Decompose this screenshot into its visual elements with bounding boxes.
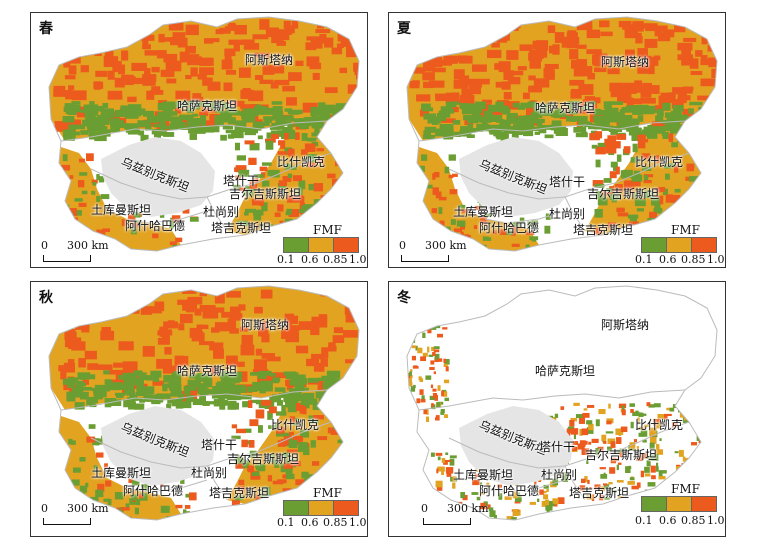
label-dushanbe: 杜尚别 bbox=[541, 468, 578, 482]
legend-swatch-high bbox=[691, 496, 717, 512]
label-tashkent: 塔什干 bbox=[539, 440, 576, 454]
label-tashkent: 塔什干 bbox=[223, 174, 260, 188]
legend-tick: 0.1 bbox=[277, 253, 295, 266]
scale-bar: 0 300 km bbox=[399, 239, 479, 263]
label-tajikistan: 塔吉克斯坦 bbox=[209, 486, 270, 500]
label-kyrgyzstan: 吉尔吉斯斯坦 bbox=[227, 452, 300, 466]
legend-tick: 1.0 bbox=[349, 516, 367, 529]
label-turkmenistan: 土库曼斯坦 bbox=[453, 468, 514, 482]
label-ashgabat: 阿什哈巴德 bbox=[479, 221, 540, 235]
label-turkmenistan: 土库曼斯坦 bbox=[91, 466, 152, 480]
label-dushanbe: 杜尚别 bbox=[549, 207, 586, 221]
label-tajikistan: 塔吉克斯坦 bbox=[573, 223, 634, 237]
label-astana: 阿斯塔纳 bbox=[241, 318, 290, 332]
label-tashkent: 塔什干 bbox=[549, 175, 586, 189]
legend-tick: 0.1 bbox=[635, 514, 653, 527]
label-kazakhstan: 哈萨克斯坦 bbox=[177, 364, 238, 378]
legend-tick: 0.6 bbox=[659, 253, 677, 266]
legend-tick: 1.0 bbox=[349, 253, 367, 266]
scale-bar: 0 300 km bbox=[421, 502, 501, 526]
legend-title: FMF bbox=[313, 486, 342, 500]
label-ashgabat: 阿什哈巴德 bbox=[125, 219, 186, 233]
label-kyrgyzstan: 吉尔吉斯斯坦 bbox=[229, 187, 302, 201]
legend-swatch-high bbox=[333, 500, 359, 516]
legend-title: FMF bbox=[671, 482, 700, 496]
scale-distance: 300 km bbox=[447, 502, 489, 515]
legend-tick: 0.1 bbox=[635, 253, 653, 266]
legend-swatch-mid bbox=[666, 237, 692, 253]
label-kyrgyzstan: 吉尔吉斯斯坦 bbox=[587, 187, 660, 201]
scale-zero: 0 bbox=[41, 502, 48, 515]
season-label: 夏 bbox=[397, 21, 411, 37]
label-astana: 阿斯塔纳 bbox=[601, 318, 650, 332]
legend-tick: 1.0 bbox=[707, 514, 725, 527]
scale-bar: 0 300 km bbox=[41, 239, 121, 263]
label-turkmenistan: 土库曼斯坦 bbox=[453, 205, 514, 219]
scale-zero: 0 bbox=[399, 239, 406, 252]
legend-swatch-low bbox=[283, 237, 309, 253]
legend-swatch-mid bbox=[308, 500, 334, 516]
scale-distance: 300 km bbox=[425, 239, 467, 252]
legend-swatch-mid bbox=[666, 496, 692, 512]
scale-zero: 0 bbox=[41, 239, 48, 252]
map-panel-autumn: 秋 阿斯塔纳 哈萨克斯坦 比什凯克 乌兹别克斯坦 塔什干 吉尔吉斯斯坦 土库曼斯… bbox=[30, 281, 368, 537]
legend-swatch-high bbox=[691, 237, 717, 253]
season-label: 春 bbox=[39, 21, 53, 37]
fmf-legend: FMF 0.1 0.6 0.85 1.0 bbox=[277, 486, 367, 530]
legend-tick: 0.85 bbox=[323, 253, 348, 266]
legend-tick: 0.1 bbox=[277, 516, 295, 529]
fmf-legend: FMF 0.1 0.6 0.85 1.0 bbox=[277, 223, 367, 266]
label-bishkek: 比什凯克 bbox=[277, 155, 326, 169]
label-bishkek: 比什凯克 bbox=[635, 155, 684, 169]
region-map bbox=[48, 285, 360, 521]
label-ashgabat: 阿什哈巴德 bbox=[479, 484, 540, 498]
scale-zero: 0 bbox=[421, 502, 428, 515]
map-panel-winter: 冬 阿斯塔纳 哈萨克斯坦 比什凯克 乌兹别克斯坦 塔什干 吉尔吉斯斯坦 土库曼斯… bbox=[388, 281, 726, 537]
legend-swatch-low bbox=[641, 496, 667, 512]
fmf-legend: FMF 0.1 0.6 0.85 1.0 bbox=[635, 482, 725, 530]
region-map bbox=[406, 285, 718, 521]
map-panel-spring: 春 阿斯塔纳 哈萨克斯坦 比什凯克 乌兹别克斯坦 塔什干 吉尔吉斯斯坦 土库曼斯… bbox=[30, 12, 368, 268]
legend-swatch-mid bbox=[308, 237, 334, 253]
label-bishkek: 比什凯克 bbox=[635, 418, 684, 432]
legend-title: FMF bbox=[671, 223, 700, 237]
label-kazakhstan: 哈萨克斯坦 bbox=[535, 101, 596, 115]
season-label: 冬 bbox=[397, 290, 411, 306]
legend-tick: 0.85 bbox=[681, 253, 706, 266]
label-kazakhstan: 哈萨克斯坦 bbox=[177, 99, 238, 113]
label-dushanbe: 杜尚别 bbox=[191, 466, 228, 480]
legend-swatch-low bbox=[641, 237, 667, 253]
legend-tick: 0.6 bbox=[659, 514, 677, 527]
season-label: 秋 bbox=[39, 290, 53, 306]
label-bishkek: 比什凯克 bbox=[271, 418, 320, 432]
label-turkmenistan: 土库曼斯坦 bbox=[91, 203, 152, 217]
label-tashkent: 塔什干 bbox=[201, 438, 238, 452]
scale-bar: 0 300 km bbox=[41, 502, 121, 526]
fmf-legend: FMF 0.1 0.6 0.85 1.0 bbox=[635, 223, 725, 266]
label-astana: 阿斯塔纳 bbox=[601, 55, 650, 69]
legend-tick: 0.85 bbox=[681, 514, 706, 527]
legend-title: FMF bbox=[313, 223, 342, 237]
legend-tick: 0.6 bbox=[301, 253, 319, 266]
legend-swatch-high bbox=[333, 237, 359, 253]
scale-distance: 300 km bbox=[67, 502, 109, 515]
label-tajikistan: 塔吉克斯坦 bbox=[211, 221, 272, 235]
label-dushanbe: 杜尚别 bbox=[203, 205, 240, 219]
legend-tick: 0.85 bbox=[323, 516, 348, 529]
label-astana: 阿斯塔纳 bbox=[245, 53, 294, 67]
label-kazakhstan: 哈萨克斯坦 bbox=[535, 364, 596, 378]
label-ashgabat: 阿什哈巴德 bbox=[123, 484, 184, 498]
legend-tick: 0.6 bbox=[301, 516, 319, 529]
label-kyrgyzstan: 吉尔吉斯斯坦 bbox=[585, 448, 658, 462]
scale-distance: 300 km bbox=[67, 239, 109, 252]
region-map bbox=[48, 16, 360, 252]
label-tajikistan: 塔吉克斯坦 bbox=[569, 486, 630, 500]
legend-swatch-low bbox=[283, 500, 309, 516]
legend-tick: 1.0 bbox=[707, 253, 725, 266]
region-map bbox=[406, 16, 718, 252]
map-panel-summer: 夏 阿斯塔纳 哈萨克斯坦 比什凯克 乌兹别克斯坦 塔什干 吉尔吉斯斯坦 土库曼斯… bbox=[388, 12, 726, 268]
